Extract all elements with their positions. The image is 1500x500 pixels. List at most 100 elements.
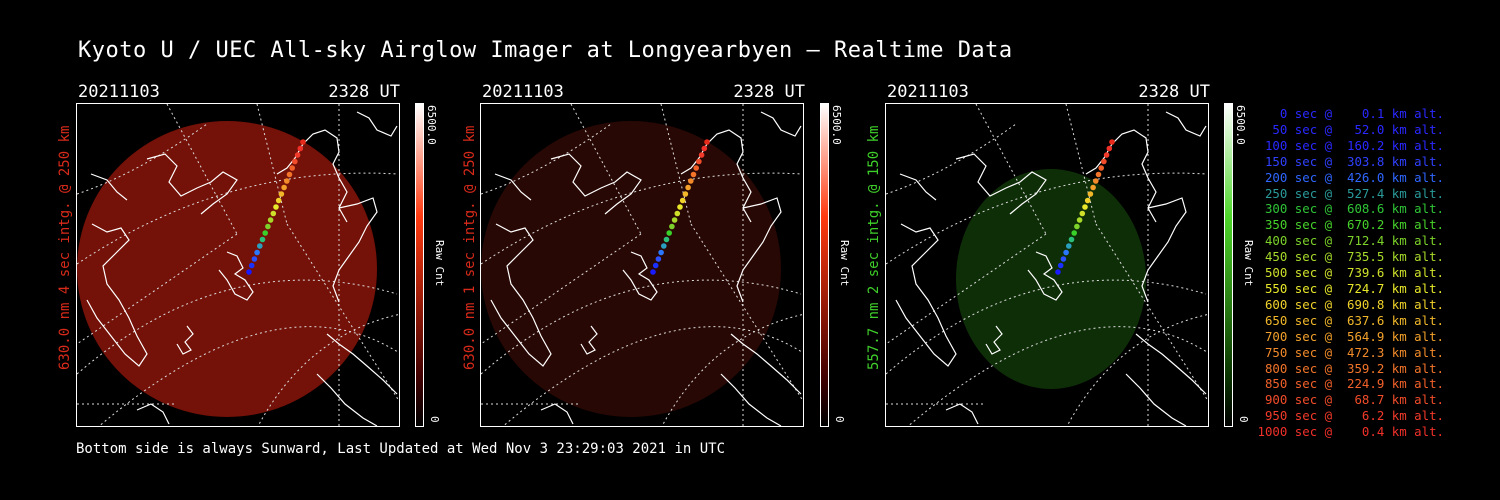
trajectory-point [1082,204,1088,210]
trajectory-point [1101,158,1107,165]
geo-gridline [690,223,803,402]
panel-1-colorbar-min: 0 [428,416,441,423]
trajectory-point [690,171,697,178]
trajectory-point [259,236,266,243]
panel-1-date: 20211103 [78,82,160,102]
coastline [945,403,979,425]
trajectory-point [666,230,672,236]
footer-status: Bottom side is always Sunward, Last Upda… [76,441,726,457]
coastline [326,333,398,395]
trajectory-point [693,165,699,171]
legend-row-1: 50 sec @ 52.0 km alt. [1257,121,1444,137]
coastline [176,325,194,355]
coastline [680,129,752,223]
coastline [736,197,782,303]
trajectory-point [704,139,710,145]
coastline [1135,333,1207,395]
trajectory-point [267,217,274,223]
trajectory-point [663,236,670,243]
coastline [332,197,378,303]
coastline [356,111,398,137]
panel-1-colorbar-max: 6500.0 [425,105,438,145]
trajectory-point [251,256,258,262]
coastline [90,173,128,201]
panel-1-time: 2328 UT [328,82,400,102]
trajectory-point [671,217,678,223]
trajectory-point [1098,165,1104,171]
panel-2-colorbar [820,103,829,427]
panel-3-colorbar-max: 6500.0 [1234,105,1247,145]
airglow-emission-region [481,121,781,417]
trajectory-point [679,197,686,204]
panel-2-colorbar-unit: Raw Cnt [838,240,851,287]
trajectory-point [1079,210,1086,217]
panel-3-colorbar [1224,103,1233,427]
legend-row-14: 700 sec @ 564.9 km alt. [1257,328,1444,344]
legend-row-13: 650 sec @ 637.6 km alt. [1257,312,1444,328]
legend-row-9: 450 sec @ 735.5 km alt. [1257,249,1444,265]
legend-row-12: 600 sec @ 690.8 km alt. [1257,296,1444,312]
panel-3-image [885,103,1209,427]
geo-gridline [1065,104,1097,225]
trajectory-point [270,210,277,217]
trajectory-point [292,158,298,165]
geo-gridline [660,104,692,225]
coastline [955,153,1047,215]
legend-row-2: 100 sec @ 160.2 km alt. [1257,137,1444,153]
legend-row-4: 200 sec @ 426.0 km alt. [1257,169,1444,185]
trajectory-point [661,243,667,249]
trajectory-point [1106,145,1113,152]
legend-row-8: 400 sec @ 712.4 km alt. [1257,233,1444,249]
panel-2-image [480,103,804,427]
geo-gridline [886,172,1207,265]
trajectory-point [1103,152,1110,158]
coastline [490,223,552,367]
trajectory-point [1071,230,1077,236]
trajectory-point [1055,269,1061,275]
trajectory-point [275,197,282,204]
coastline [895,223,957,367]
trajectory-point [682,191,689,197]
trajectory-point [284,178,290,184]
trajectory-point [1090,184,1096,191]
panel-3-map [886,104,1208,426]
legend-row-18: 900 sec @ 68.7 km alt. [1257,392,1444,408]
trajectory-point [278,191,285,197]
trajectory-point [1063,249,1069,256]
legend-row-11: 550 sec @ 724.7 km alt. [1257,280,1444,296]
legend-row-3: 150 sec @ 303.8 km alt. [1257,153,1444,169]
legend-row-7: 350 sec @ 670.2 km alt. [1257,217,1444,233]
coastline [730,333,802,395]
trajectory-point [1060,256,1067,262]
legend-row-10: 500 sec @ 739.6 km alt. [1257,265,1444,281]
geo-gridline [256,104,288,225]
panel-1-colorbar-unit: Raw Cnt [433,240,446,287]
coastline [580,325,598,355]
trajectory-point [257,243,263,249]
coastline [1085,129,1157,223]
coastline [1125,373,1187,426]
panel-3-date: 20211103 [887,82,969,102]
legend-row-20: 1000 sec @ 0.4 km alt. [1257,424,1445,440]
panel-2-map [481,104,803,426]
panel-2-colorbar-max: 6500.0 [830,105,843,145]
geo-gridline [481,172,802,265]
trajectory-point [297,145,304,152]
trajectory-point [300,139,306,145]
trajectory-point [696,158,702,165]
panel-3-time: 2328 UT [1138,82,1210,102]
trajectory-point [1074,223,1080,230]
coastline [1165,111,1207,137]
trajectory-point [294,152,301,158]
geo-gridline [77,123,208,195]
trajectory-point [1076,217,1083,223]
coastline [720,373,782,426]
legend-row-6: 300 sec @ 608.6 km alt. [1257,201,1444,217]
trajectory-point [669,223,675,230]
panel-3-colorbar-min: 0 [1237,416,1250,423]
trajectory-point [677,204,683,210]
trajectory-point [674,210,681,217]
trajectory-point [1057,262,1064,269]
coastline [136,403,170,425]
panel-1-map [77,104,399,426]
